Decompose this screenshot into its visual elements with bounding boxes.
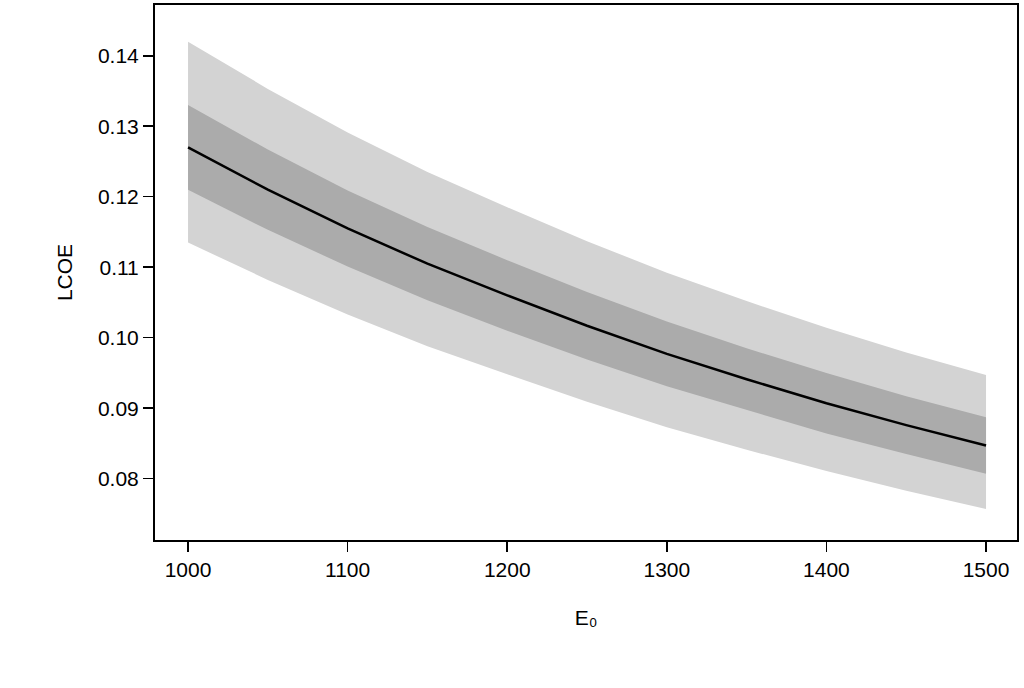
svg-text:0.13: 0.13 bbox=[98, 115, 139, 138]
svg-text:0.12: 0.12 bbox=[98, 185, 139, 208]
svg-text:1300: 1300 bbox=[643, 558, 690, 581]
svg-text:0.08: 0.08 bbox=[98, 467, 139, 490]
svg-text:1400: 1400 bbox=[803, 558, 850, 581]
svg-text:1500: 1500 bbox=[963, 558, 1010, 581]
svg-text:1200: 1200 bbox=[484, 558, 531, 581]
svg-text:1100: 1100 bbox=[325, 558, 370, 581]
svg-text:E₀: E₀ bbox=[575, 606, 598, 629]
svg-text:0.10: 0.10 bbox=[98, 326, 139, 349]
svg-text:0.09: 0.09 bbox=[98, 397, 139, 420]
svg-text:0.14: 0.14 bbox=[98, 44, 139, 67]
svg-text:LCOE: LCOE bbox=[53, 244, 76, 301]
svg-text:0.11: 0.11 bbox=[99, 256, 138, 279]
svg-text:1000: 1000 bbox=[165, 558, 212, 581]
